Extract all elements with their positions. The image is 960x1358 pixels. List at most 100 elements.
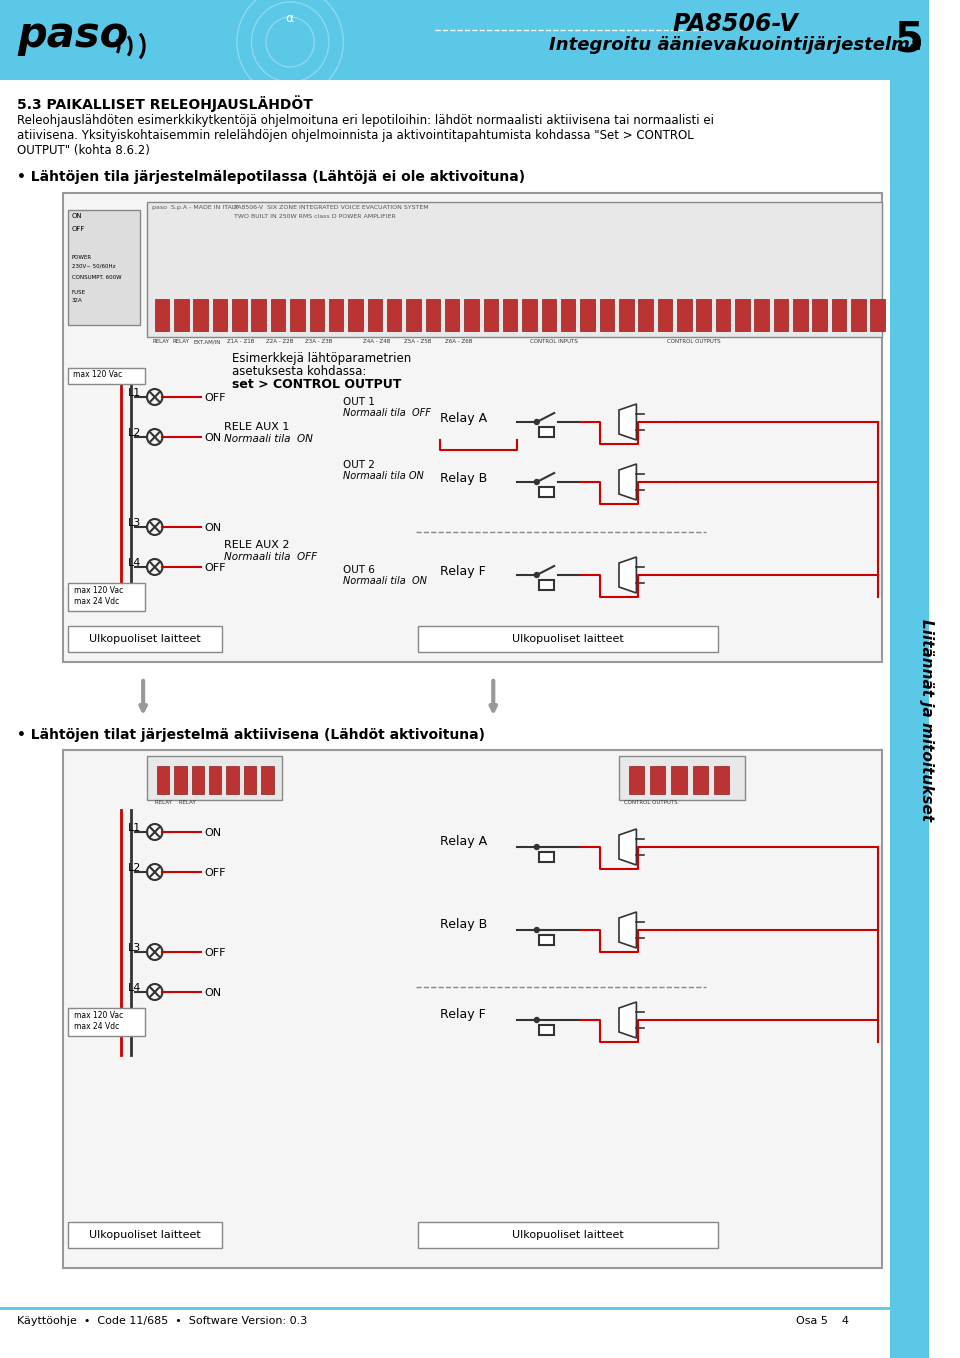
Text: OFF: OFF [204,868,226,879]
Text: max 24 Vdc: max 24 Vdc [74,1023,119,1031]
Text: Ulkopuoliset laitteet: Ulkopuoliset laitteet [512,1230,624,1240]
Bar [793,299,807,331]
Circle shape [535,573,540,577]
Bar [890,0,928,80]
Text: PA8506-V: PA8506-V [672,12,798,37]
Text: Normaali tila ON: Normaali tila ON [344,471,424,481]
Text: CONSUMPT. 600W: CONSUMPT. 600W [72,276,121,280]
Bar [406,299,420,331]
Text: max 120 Vac: max 120 Vac [73,369,122,379]
Circle shape [535,845,540,850]
Bar [213,299,228,331]
Bar [696,299,711,331]
Text: Z3A - Z3B: Z3A - Z3B [304,340,332,344]
Text: max 24 Vdc: max 24 Vdc [74,598,119,606]
Text: Relay B: Relay B [440,473,488,485]
Bar [329,299,344,331]
Circle shape [535,420,540,425]
Bar [227,766,239,794]
Bar [871,299,885,331]
Text: Z2A - Z2B: Z2A - Z2B [266,340,294,344]
Bar [387,299,401,331]
Bar [735,299,750,331]
Text: RELE AUX 2: RELE AUX 2 [225,540,290,550]
Text: Ulkopuoliset laitteet: Ulkopuoliset laitteet [89,634,201,644]
Text: set > CONTROL OUTPUT: set > CONTROL OUTPUT [232,378,401,391]
Bar [600,299,614,331]
Text: TWO BUILT IN 250W RMS class D POWER AMPLIFIER: TWO BUILT IN 250W RMS class D POWER AMPL… [234,215,396,219]
Text: EXT.AM/IN: EXT.AM/IN [193,340,221,344]
Bar [425,299,440,331]
Bar [541,299,556,331]
Polygon shape [619,828,636,865]
Bar [418,1222,718,1248]
Text: CONTROL INPUTS: CONTROL INPUTS [530,340,578,344]
Text: Z1A - Z1B: Z1A - Z1B [228,340,254,344]
Bar [539,851,554,862]
Text: OUT 2: OUT 2 [344,460,375,470]
Bar [539,936,554,945]
Text: Relay B: Relay B [440,918,488,932]
Bar [714,766,730,794]
Bar [539,580,554,589]
Bar [658,299,672,331]
Bar [831,299,847,331]
Text: • Lähtöjen tila järjestelmälepotilassa (Lähtöjä ei ole aktivoituna): • Lähtöjen tila järjestelmälepotilassa (… [17,170,525,183]
Bar [539,1025,554,1035]
Text: 5.3 PAIKALLISET RELEOHJAUSLÄHDÖT: 5.3 PAIKALLISET RELEOHJAUSLÄHDÖT [17,95,313,111]
Text: Normaali tila  ON: Normaali tila ON [344,576,427,587]
Text: L1: L1 [128,823,141,832]
Text: ON: ON [204,433,221,443]
Bar [716,299,731,331]
Bar [244,766,256,794]
Text: OFF: OFF [204,564,226,573]
Bar [561,299,575,331]
Text: atiivisena. Yksityiskohtaisemmin relelähdöjen ohjelmoinnista ja aktivointitapaht: atiivisena. Yksityiskohtaisemmin releläh… [17,129,694,143]
Text: Relay F: Relay F [440,565,486,579]
Bar [147,202,882,337]
Bar [193,299,208,331]
Bar [692,766,708,794]
Bar [368,299,382,331]
Text: 230V~ 50/60Hz: 230V~ 50/60Hz [72,263,115,268]
Text: POWER: POWER [72,255,92,259]
Text: ON: ON [204,989,221,998]
Text: Normaali tila  OFF: Normaali tila OFF [225,551,318,562]
Polygon shape [619,464,636,500]
Bar [619,299,634,331]
Bar [539,488,554,497]
Circle shape [535,479,540,485]
Text: CONTROL OUTPUTS: CONTROL OUTPUTS [667,340,721,344]
Bar [619,756,745,800]
Bar [174,766,186,794]
Text: OUTPUT" (kohta 8.6.2): OUTPUT" (kohta 8.6.2) [17,144,151,158]
Bar [68,368,145,384]
Text: L3: L3 [128,517,141,528]
Text: OUT 1: OUT 1 [344,397,375,407]
Bar [755,299,769,331]
Text: L2: L2 [128,428,141,439]
Text: L4: L4 [128,983,141,993]
Text: Ulkopuoliset laitteet: Ulkopuoliset laitteet [89,1230,201,1240]
Text: max 120 Vac: max 120 Vac [74,587,123,595]
Text: OFF: OFF [72,225,84,232]
Bar [638,299,653,331]
Text: CONTROL OUTPUTS: CONTROL OUTPUTS [624,800,678,805]
Text: Relay F: Relay F [440,1008,486,1021]
Text: max 120 Vac: max 120 Vac [74,1010,123,1020]
Bar [852,299,866,331]
Text: OFF: OFF [204,392,226,403]
Bar [68,1222,223,1248]
Text: RELAY: RELAY [172,340,189,344]
Bar [0,0,890,80]
Bar [271,299,285,331]
Text: ON: ON [204,523,221,532]
Text: Integroitu äänievakuointijärjestelmä: Integroitu äänievakuointijärjestelmä [548,37,922,54]
Polygon shape [619,1002,636,1038]
Text: 5: 5 [895,19,924,61]
Text: PA8506-V  SIX ZONE INTEGRATED VOICE EVACUATION SYSTEM: PA8506-V SIX ZONE INTEGRATED VOICE EVACU… [234,205,429,210]
Bar [68,1008,145,1036]
Text: Relay A: Relay A [440,835,487,847]
Bar [580,299,595,331]
Bar [174,299,188,331]
